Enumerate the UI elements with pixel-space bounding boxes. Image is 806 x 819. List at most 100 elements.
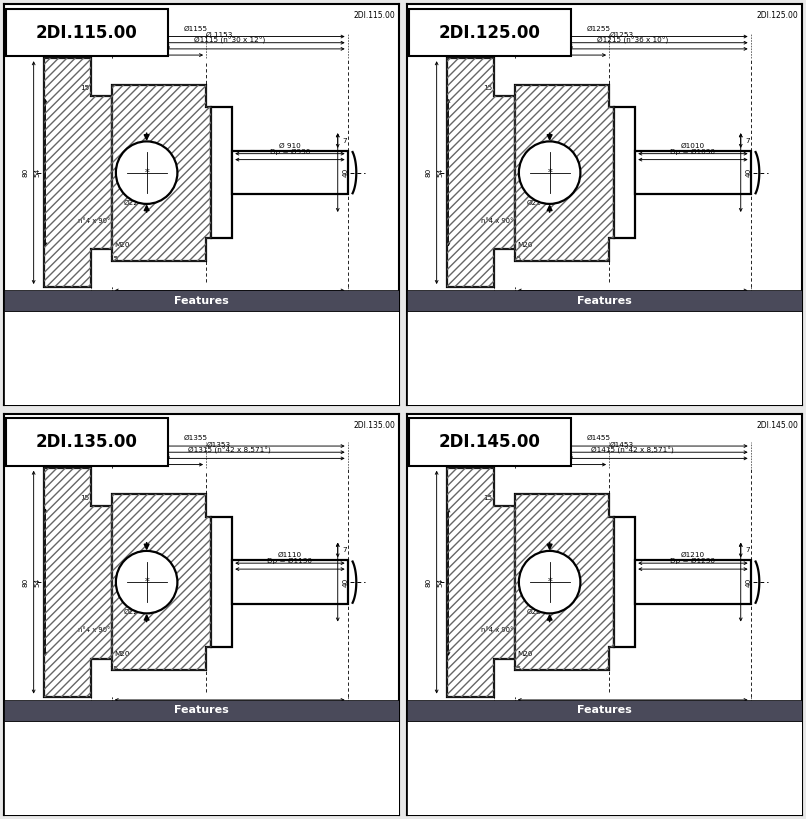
Bar — [232, 151, 347, 194]
Text: 7: 7 — [343, 547, 347, 553]
Text: Ø1010: Ø1010 — [681, 143, 705, 149]
Text: Z=  123: Z= 123 — [628, 740, 671, 749]
Text: Ø1255: Ø1255 — [587, 25, 611, 32]
Text: Cr= 278 kN: Cr= 278 kN — [530, 740, 592, 749]
Text: 15: 15 — [80, 85, 89, 92]
Polygon shape — [447, 468, 515, 696]
Text: Dp = Ø930: Dp = Ø930 — [270, 149, 310, 155]
Text: Ø1356: Ø1356 — [610, 715, 634, 722]
Polygon shape — [44, 58, 112, 287]
Text: o: o — [708, 372, 712, 377]
Text: 15: 15 — [483, 85, 492, 92]
Text: Ø1056: Ø1056 — [147, 44, 171, 50]
Text: Ø1156: Ø1156 — [550, 44, 574, 50]
Text: 80: 80 — [426, 577, 432, 586]
Text: m=  10: m= 10 — [225, 762, 264, 771]
Text: Dp = Ø1030: Dp = Ø1030 — [671, 149, 716, 155]
Text: *: * — [144, 577, 149, 587]
FancyBboxPatch shape — [6, 419, 168, 466]
Text: Ca =  391 kN: Ca = 391 kN — [12, 374, 82, 384]
Text: Features: Features — [174, 705, 229, 715]
Text: Cr= 254 kN: Cr= 254 kN — [127, 330, 189, 340]
Text: xm= 0: xm= 0 — [312, 740, 347, 749]
Circle shape — [519, 142, 580, 204]
Text: Cor= 1003 kN: Cor= 1003 kN — [415, 762, 490, 771]
Bar — [232, 560, 347, 604]
Text: Coa= 2125 kN: Coa= 2125 kN — [12, 330, 89, 340]
FancyBboxPatch shape — [409, 419, 571, 466]
Text: n°4 x 90°: n°4 x 90° — [481, 218, 514, 224]
Text: Z=  103: Z= 103 — [628, 330, 671, 340]
Text: n°4 x 90°: n°4 x 90° — [481, 627, 514, 633]
Text: n°4 x 90°: n°4 x 90° — [78, 218, 111, 224]
Text: kg: kg — [303, 789, 311, 794]
Text: Ø1415 (n°42 x 8,571°): Ø1415 (n°42 x 8,571°) — [592, 446, 674, 454]
Text: 15: 15 — [483, 495, 492, 501]
Polygon shape — [44, 468, 112, 696]
Text: Mr=485 kN.m: Mr=485 kN.m — [127, 352, 202, 362]
Polygon shape — [112, 494, 211, 670]
Polygon shape — [211, 517, 232, 647]
Text: Ø1255: Ø1255 — [218, 710, 242, 716]
Text: Dp = Ø1130: Dp = Ø1130 — [268, 559, 313, 564]
Text: Ø1453: Ø1453 — [610, 441, 634, 447]
Text: Ft=  74 kN: Ft= 74 kN — [628, 374, 686, 384]
Text: m=  10: m= 10 — [225, 352, 264, 362]
Text: Ca =  404 kN: Ca = 404 kN — [415, 374, 485, 384]
Text: Ø1355: Ø1355 — [184, 435, 208, 441]
Text: Ø1215 (n°36 x 10°): Ø1215 (n°36 x 10°) — [597, 37, 668, 44]
Text: 54: 54 — [35, 168, 41, 177]
Text: km= 0: km= 0 — [715, 762, 750, 771]
Text: Cor= 924 kN: Cor= 924 kN — [12, 762, 81, 771]
Text: Ft=  74 kN: Ft= 74 kN — [225, 374, 283, 384]
Text: *: * — [547, 577, 552, 587]
Text: Ø1115 (n°30 x 12°): Ø1115 (n°30 x 12°) — [194, 37, 265, 44]
Text: 2DI.135.00: 2DI.135.00 — [36, 433, 138, 451]
FancyBboxPatch shape — [409, 9, 571, 57]
Text: km= 0: km= 0 — [312, 762, 347, 771]
Polygon shape — [614, 517, 635, 647]
Text: Ø1094 (n°36 x 10°): Ø1094 (n°36 x 10°) — [597, 296, 668, 302]
Text: 165: 165 — [320, 374, 340, 384]
FancyBboxPatch shape — [4, 311, 399, 405]
Text: Ø1194 (n°42 x 8,571°): Ø1194 (n°42 x 8,571°) — [189, 705, 271, 712]
Bar — [635, 151, 750, 194]
Text: Mr=807 kN.m: Mr=807 kN.m — [530, 762, 604, 771]
Text: 40: 40 — [746, 168, 751, 177]
Text: *: * — [144, 168, 149, 178]
Text: Coa= 2548 kN: Coa= 2548 kN — [12, 740, 89, 749]
Text: 2DI.115.00: 2DI.115.00 — [36, 24, 138, 42]
Text: Ø1315 (n°42 x 8,571°): Ø1315 (n°42 x 8,571°) — [189, 446, 271, 454]
Text: 54: 54 — [438, 168, 444, 177]
Text: Ø 994 (n°30 x 12°): Ø 994 (n°30 x 12°) — [195, 296, 264, 302]
Text: Mr=690 kN.m: Mr=690 kN.m — [127, 762, 202, 771]
Text: km= 0: km= 0 — [312, 352, 347, 362]
FancyBboxPatch shape — [407, 311, 802, 405]
Text: 7: 7 — [746, 547, 750, 553]
Text: M20: M20 — [114, 242, 129, 248]
Text: 80: 80 — [23, 577, 29, 586]
Text: Ø22: Ø22 — [526, 199, 542, 206]
Bar — [635, 560, 750, 604]
Text: 2DI.145.00: 2DI.145.00 — [439, 433, 541, 451]
Text: Ø 1056: Ø 1056 — [206, 305, 232, 312]
Text: xm= 0: xm= 0 — [715, 330, 750, 340]
Text: 15: 15 — [109, 256, 118, 262]
Text: *: * — [547, 168, 552, 178]
FancyBboxPatch shape — [6, 9, 168, 57]
Text: Z=  113: Z= 113 — [225, 740, 268, 749]
Text: M20: M20 — [114, 651, 129, 658]
Text: xm= 0: xm= 0 — [715, 740, 750, 749]
Text: Features: Features — [174, 296, 229, 305]
Text: 2DI.125.00: 2DI.125.00 — [439, 24, 541, 42]
Text: m=  10: m= 10 — [628, 352, 667, 362]
FancyBboxPatch shape — [4, 699, 399, 721]
Text: o: o — [708, 781, 712, 786]
Text: 7: 7 — [746, 138, 750, 143]
Circle shape — [116, 142, 177, 204]
Text: Mr=586 kN.m: Mr=586 kN.m — [530, 352, 604, 362]
Text: Cr= 270 kN: Cr= 270 kN — [127, 740, 189, 749]
Text: Z=  93: Z= 93 — [225, 330, 260, 340]
Text: 15: 15 — [512, 666, 521, 672]
Text: n°4 x 90°: n°4 x 90° — [78, 627, 111, 633]
